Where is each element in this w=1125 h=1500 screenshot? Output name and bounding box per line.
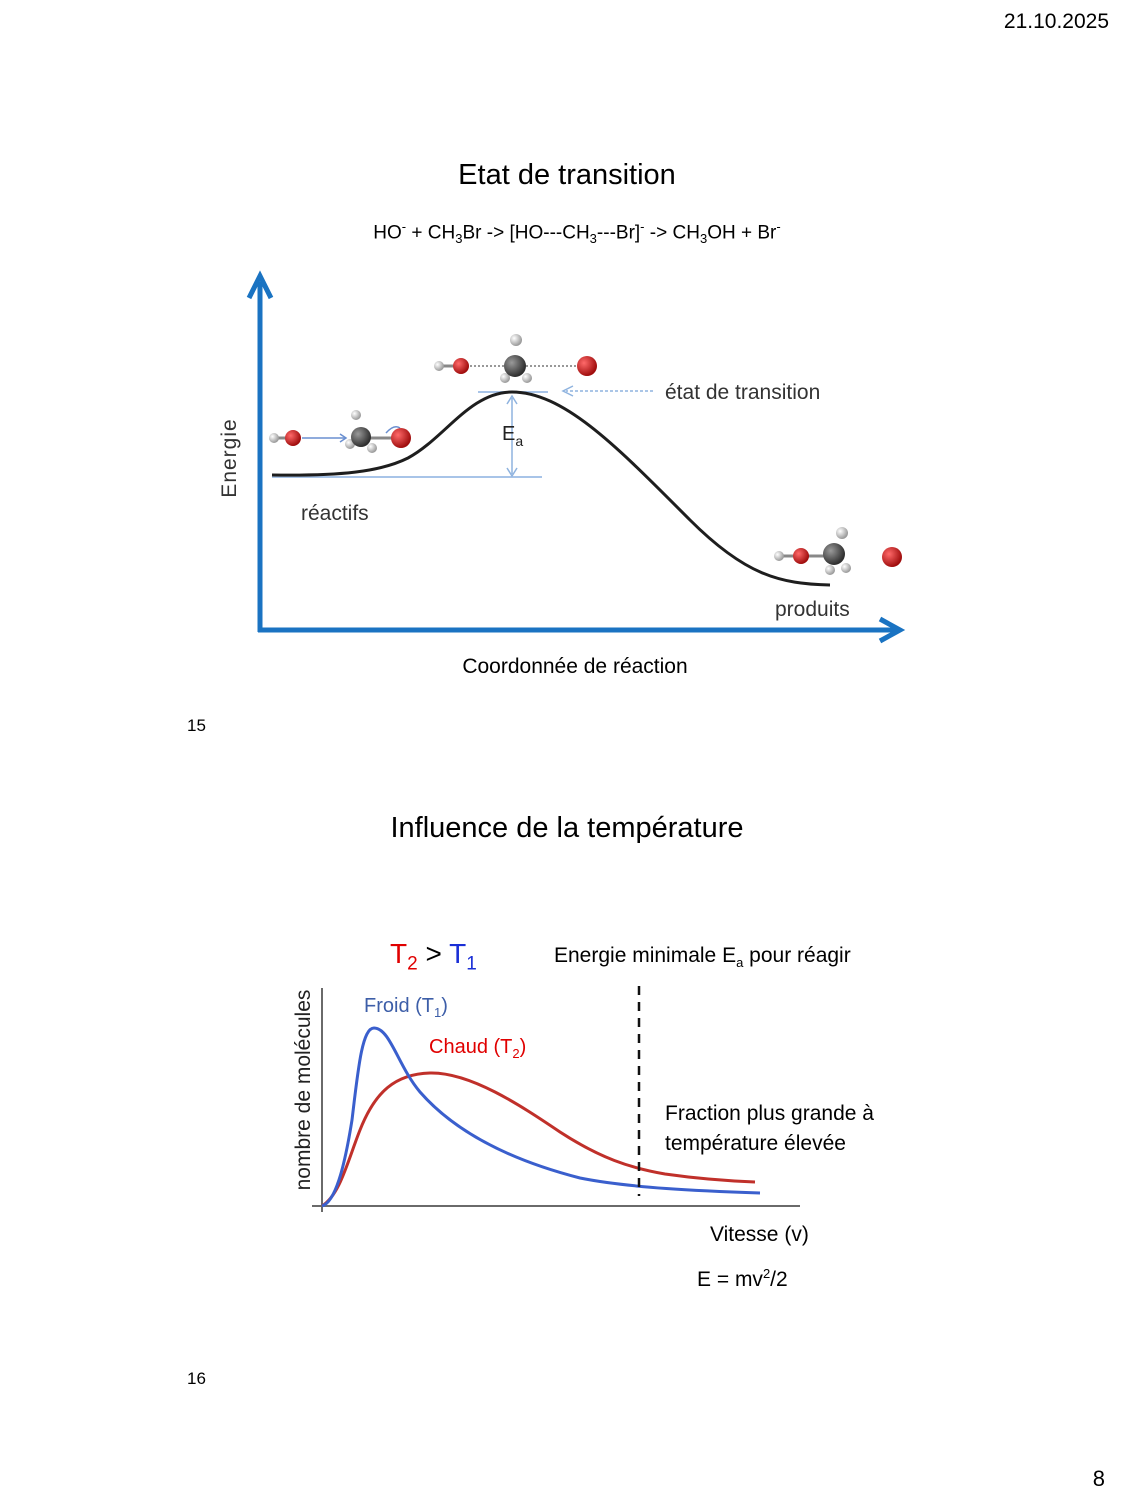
slide15-page-number: 15 — [187, 716, 206, 735]
ea-label: Ea — [502, 423, 523, 449]
transition-state-molecules — [434, 334, 597, 383]
energy-diagram: Ea état de transition réactifs produits … — [218, 270, 906, 644]
hot-curve-label: Chaud (T2) — [429, 1036, 527, 1061]
fraction-note-line2: température élevée — [665, 1132, 846, 1155]
reactant-molecules — [269, 410, 411, 453]
fraction-note: Fraction plus grande à température élevé… — [665, 1099, 874, 1159]
cold-curve — [321, 1026, 761, 1208]
print-date: 21.10.2025 — [1003, 10, 1109, 33]
slide16-page-number: 16 — [187, 1369, 206, 1388]
kinetic-energy-formula: E = mv2/2 — [697, 1266, 788, 1291]
hot-curve — [321, 1071, 756, 1208]
slide16-title: Influence de la température — [390, 812, 744, 844]
reaction-equation: HO- + CH3Br -> [HO---CH3---Br]- -> CH3OH… — [373, 219, 781, 247]
products-label: produits — [775, 598, 850, 621]
maxwell-distribution-chart: nombre de molécules — [292, 986, 800, 1212]
y-axis-label: nombre de molécules — [292, 990, 315, 1191]
y-axis-label: Energie — [218, 418, 241, 497]
cold-curve-label: Froid (T1) — [364, 995, 448, 1020]
reactants-label: réactifs — [301, 502, 369, 525]
temperature-legend: T2 > T1 — [390, 938, 477, 975]
transition-label: état de transition — [665, 381, 820, 404]
y-axis-arrowhead — [246, 270, 274, 300]
x-axis-label-velocity: Vitesse (v) — [710, 1223, 809, 1246]
fraction-note-line1: Fraction plus grande à — [665, 1102, 874, 1125]
x-axis-arrowhead — [878, 616, 906, 644]
slide15-title: Etat de transition — [458, 159, 676, 191]
product-molecules — [774, 527, 902, 575]
activation-energy-label: Energie minimale Ea pour réagir — [554, 944, 851, 971]
x-axis-label: Coordonnée de réaction — [462, 655, 688, 678]
document-page-number: 8 — [1092, 1466, 1105, 1491]
energy-curve — [271, 390, 831, 587]
